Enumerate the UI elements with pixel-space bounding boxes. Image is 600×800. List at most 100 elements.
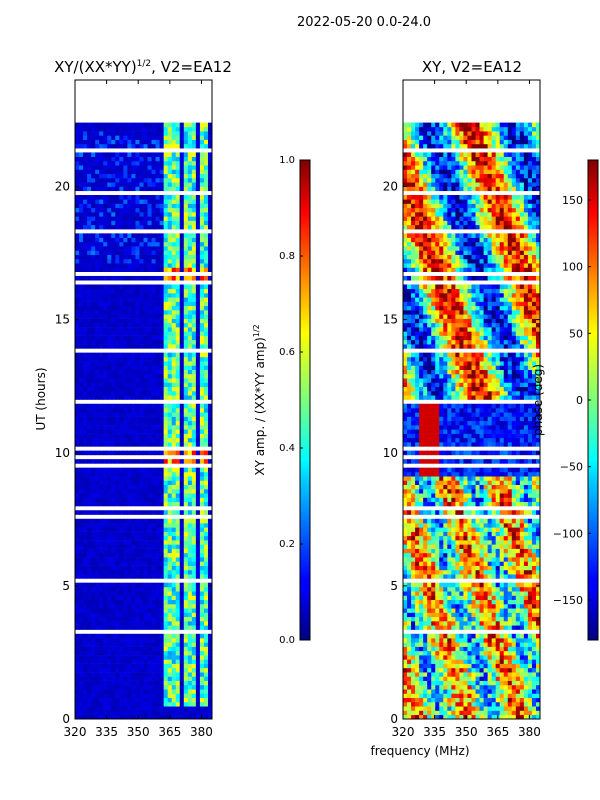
amplitude-cell: [107, 246, 112, 251]
amplitude-cell: [91, 471, 96, 477]
amplitude-cell: [147, 361, 152, 366]
phase-cell: [475, 663, 480, 669]
amplitude-cell: [75, 237, 80, 243]
amplitude-cell: [195, 710, 201, 716]
amplitude-cell: [163, 616, 169, 622]
amplitude-cell: [79, 216, 84, 221]
amplitude-cell: [75, 339, 80, 345]
phase-cell: [467, 697, 472, 703]
amplitude-cell: [195, 484, 201, 490]
amplitude-cell: [143, 689, 148, 694]
amplitude-cell: [159, 378, 165, 383]
amplitude-cell: [83, 233, 88, 238]
amplitude-cell: [75, 288, 80, 294]
amplitude-cell: [139, 531, 144, 537]
amplitude-cell: [79, 275, 84, 281]
amplitude-cell: [143, 331, 148, 336]
amplitude-cell: [155, 591, 161, 596]
amplitude-cell: [87, 544, 92, 549]
amplitude-cell: [151, 195, 156, 200]
amplitude-cell: [179, 408, 185, 413]
amplitude-cell: [183, 557, 189, 562]
amplitude-cell: [103, 156, 108, 162]
amplitude-cell: [107, 540, 112, 545]
amplitude-cell: [199, 331, 205, 336]
amplitude-cell: [203, 395, 209, 400]
phase-cell: [419, 710, 424, 716]
phase-cell: [411, 701, 416, 707]
amplitude-cell: [83, 395, 88, 400]
amplitude-y-axis-label: UT (hours): [34, 367, 48, 430]
phase-cell: [503, 663, 509, 669]
amplitude-cell: [151, 646, 156, 652]
phase-cell: [495, 650, 501, 656]
amplitude-cell: [95, 420, 100, 426]
amplitude-cell: [79, 676, 84, 681]
amplitude-cell: [139, 310, 144, 315]
amplitude-cell: [187, 173, 193, 179]
amplitude-cell: [135, 344, 140, 349]
amplitude-cell: [179, 621, 185, 626]
phase-cell: [523, 710, 529, 716]
amplitude-cell: [99, 416, 104, 422]
amplitude-cell: [143, 254, 148, 260]
amplitude-cell: [163, 689, 169, 694]
amplitude-cell: [119, 501, 124, 507]
amplitude-cell: [195, 561, 201, 566]
amplitude-cell: [171, 659, 177, 664]
amplitude-cell: [119, 297, 124, 302]
amplitude-cell: [119, 263, 124, 268]
amplitude-cell: [91, 267, 96, 272]
amplitude-cell: [91, 199, 96, 204]
amplitude-cell: [75, 531, 80, 537]
amplitude-cell: [115, 199, 120, 204]
amplitude-cell: [143, 642, 148, 647]
phase-cell: [527, 706, 533, 711]
amplitude-cell: [191, 373, 197, 379]
amplitude-cell: [131, 314, 136, 319]
amplitude-cell: [135, 493, 140, 498]
amplitude-cell: [179, 365, 185, 370]
amplitude-cell: [187, 233, 193, 238]
amplitude-cell: [111, 655, 116, 660]
amplitude-cell: [75, 557, 80, 562]
phase-cell: [447, 655, 452, 660]
amplitude-cell: [179, 369, 185, 375]
phase-cell: [427, 706, 432, 711]
amplitude-cell: [139, 199, 144, 204]
amplitude-cell: [95, 237, 100, 243]
amplitude-cell: [83, 203, 88, 209]
amplitude-cell: [207, 258, 213, 264]
amplitude-cell: [107, 390, 112, 396]
amplitude-cell: [207, 531, 213, 537]
amplitude-cell: [103, 412, 108, 417]
amplitude-cell: [115, 561, 120, 566]
amplitude-cell: [199, 493, 205, 498]
amplitude-cell: [139, 195, 144, 200]
phase-cell: [515, 684, 521, 690]
amplitude-cell: [183, 412, 189, 417]
amplitude-cell: [171, 684, 177, 690]
amplitude-cell: [131, 165, 136, 170]
amplitude-cell: [115, 531, 120, 537]
amplitude-cell: [79, 156, 84, 162]
amplitude-cell: [139, 373, 144, 379]
amplitude-cell: [87, 416, 92, 422]
phase-cell: [439, 680, 444, 686]
amplitude-cell: [199, 195, 205, 200]
amplitude-cell: [135, 395, 140, 400]
amplitude-cell: [135, 322, 140, 328]
amplitude-cell: [151, 378, 156, 383]
amplitude-cell: [75, 199, 80, 204]
amplitude-cell: [191, 484, 197, 490]
amplitude-cell: [183, 267, 189, 272]
amplitude-cell: [139, 548, 144, 554]
amplitude-cell: [155, 561, 161, 566]
phase-cell: [495, 642, 501, 647]
amplitude-cell: [167, 156, 173, 162]
amplitude-cell: [135, 203, 140, 209]
amplitude-cell: [139, 540, 144, 545]
phase-cell: [423, 650, 428, 656]
amplitude-cell: [135, 480, 140, 485]
amplitude-cell: [111, 395, 116, 400]
